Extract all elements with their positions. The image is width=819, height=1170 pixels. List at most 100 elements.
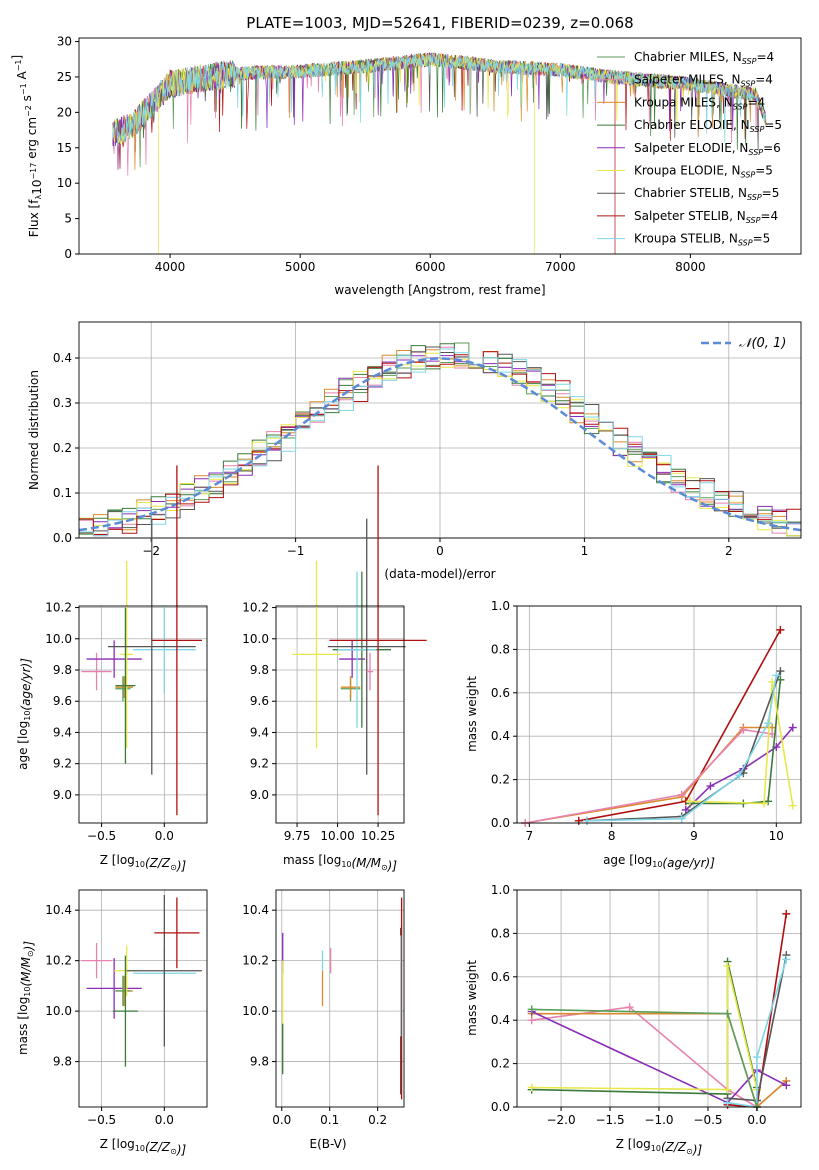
y-tick-label: 25 [57, 70, 72, 84]
data-point [764, 797, 773, 806]
data-point [527, 1083, 536, 1092]
y-tick-label: 10.4 [242, 903, 269, 917]
data-point [782, 1081, 791, 1090]
data-point [625, 1003, 634, 1012]
y-tick-label: 9.4 [53, 725, 72, 739]
y-tick-label: 10.2 [45, 601, 72, 615]
panel-mass-vs-ebv: 0.0 0.1 0.2 9.8 10.0 10.2 10.4 E(B-V) [242, 889, 405, 1151]
x-tick-label: −1.5 [595, 1113, 624, 1127]
y-tick-label: 20 [57, 105, 72, 119]
errorbar-salpeter-stelib [154, 897, 200, 969]
panel-weight-vs-age: 7 8 9 10 0.0 0.2 0.4 0.6 0.8 1.0 age [log10(age/yr… [465, 599, 802, 870]
x-tick-label: −1.0 [644, 1113, 673, 1127]
y-tick-label: 0.6 [491, 686, 510, 700]
y-tick-label: 10 [57, 176, 72, 190]
histogram-kroupa-stelib [79, 348, 801, 537]
y-tick-label: 5 [64, 212, 72, 226]
errorbar-kroupa-elodie [120, 560, 133, 749]
axes-frame [275, 605, 405, 824]
series-line [531, 1010, 787, 1104]
x-tick-label: 8 [608, 829, 616, 843]
x-tick-label: 10.00 [320, 829, 354, 843]
y-tick-label: 9.2 [53, 757, 72, 771]
panel-age-vs-mass: 9.75 10.00 10.25 9.0 9.2 9.4 9.6 9.8 10.0 10.2 mas… [242, 465, 427, 873]
histogram-salpeter-stelib [79, 351, 801, 535]
y-tick-label: 1.0 [491, 599, 510, 613]
errorbar-chabrier-stelib [107, 518, 196, 775]
panel-mass-vs-z: −0.5 0.0 9.8 10.0 10.2 10.4 Z [log10(Z/Z⊙)] mas… [16, 889, 208, 1157]
errorbar-chabrier-elodie [115, 607, 136, 764]
data-point [677, 790, 686, 799]
x-axis-label: E(B-V) [309, 1137, 346, 1151]
plot-area-spectrum [112, 52, 767, 254]
y-tick-label: 9.2 [250, 757, 269, 771]
x-tick-label: 7000 [545, 260, 576, 274]
data-point [706, 782, 715, 791]
data-point [574, 816, 583, 825]
data-point [764, 719, 773, 728]
figure-title: PLATE=1003, MJD=52641, FIBERID=0239, z=0… [246, 14, 633, 32]
errorbar-salpeter-miles [366, 652, 374, 691]
errorbar-chabrier-miles [115, 975, 131, 1007]
x-tick-label: 7 [526, 829, 534, 843]
y-tick-label: 0.4 [491, 1013, 510, 1027]
x-axis-label: mass [log10(M/M⊙)] [283, 853, 397, 873]
legend-label-kroupa-stelib: Kroupa STELIB, NSSP=5 [634, 232, 770, 248]
legend-label-chabrier-miles: Chabrier MILES, NSSP=4 [634, 50, 774, 66]
errorbar-kroupa-stelib [337, 571, 377, 728]
x-tick-label: −1 [287, 544, 305, 558]
errorbar-salpeter-elodie [86, 958, 142, 1019]
data-point [582, 816, 591, 825]
legend-label-kroupa-miles: Kroupa MILES, NSSP=4 [634, 95, 765, 111]
axes-frame [78, 605, 208, 824]
y-tick-label: 9.8 [250, 1055, 269, 1069]
x-tick-label: −2.0 [546, 1113, 575, 1127]
data-point [752, 1053, 761, 1062]
x-tick-label: 0.2 [368, 1113, 387, 1127]
x-tick-label: 10.25 [361, 829, 395, 843]
series-salpeter-stelib [574, 625, 785, 825]
data-point [782, 909, 791, 918]
y-tick-label: 10.4 [45, 903, 72, 917]
legend-label-normal: 𝒩(0, 1) [739, 336, 786, 351]
x-axis-label: (data-model)/error [384, 567, 495, 581]
x-axis-label: wavelength [Angstrom, rest frame] [334, 283, 545, 297]
x-tick-label: 0.0 [272, 1113, 291, 1127]
legend-label-chabrier-elodie: Chabrier ELODIE, NSSP=5 [634, 118, 782, 134]
legend-label-salpeter-elodie: Salpeter ELODIE, NSSP=6 [634, 141, 781, 157]
y-tick-label: 9.0 [250, 788, 269, 802]
x-tick-label: 8000 [675, 260, 706, 274]
errorbar-chabrier-stelib [126, 895, 202, 1047]
errorbar-kroupa-stelib [132, 606, 196, 694]
y-axis-label: mass weight [465, 960, 479, 1036]
data-point [776, 667, 785, 676]
panel-age-vs-z: −0.5 0.0 9.0 9.2 9.4 9.6 9.8 10.0 10.2 Z [log10(Z… [16, 465, 208, 873]
x-tick-label: 0.0 [747, 1113, 766, 1127]
y-axis-label: mass weight [465, 676, 479, 752]
y-tick-label: 30 [57, 35, 72, 49]
x-tick-label: 0.0 [155, 829, 174, 843]
data-point [739, 725, 748, 734]
y-axis-label: age [log10(age/yr)] [16, 658, 33, 770]
data-point [788, 801, 797, 810]
y-tick-label: 0.2 [491, 773, 510, 787]
axes-frame [516, 605, 802, 824]
data-point [759, 799, 768, 808]
errorbar-salpeter-miles [81, 942, 112, 979]
x-axis-label: Z [log10(Z/Z⊙)] [100, 853, 187, 873]
y-tick-label: 0 [64, 247, 72, 261]
errorbar-chabrier-stelib [327, 518, 406, 775]
y-tick-label: 15 [57, 141, 72, 155]
data-point [723, 1085, 732, 1094]
plot-area-weight-vs-z [527, 909, 791, 1111]
x-tick-label: −0.5 [87, 829, 116, 843]
y-tick-label: 0.4 [53, 351, 72, 365]
y-tick-label: 0.6 [491, 970, 510, 984]
legend-label-salpeter-miles: Salpeter MILES, NSSP=4 [634, 73, 773, 89]
data-point [735, 771, 744, 780]
series-line [689, 679, 782, 805]
data-point [788, 723, 797, 732]
data-point [772, 671, 781, 680]
x-tick-label: 4000 [155, 260, 186, 274]
x-tick-label: 1 [581, 544, 589, 558]
